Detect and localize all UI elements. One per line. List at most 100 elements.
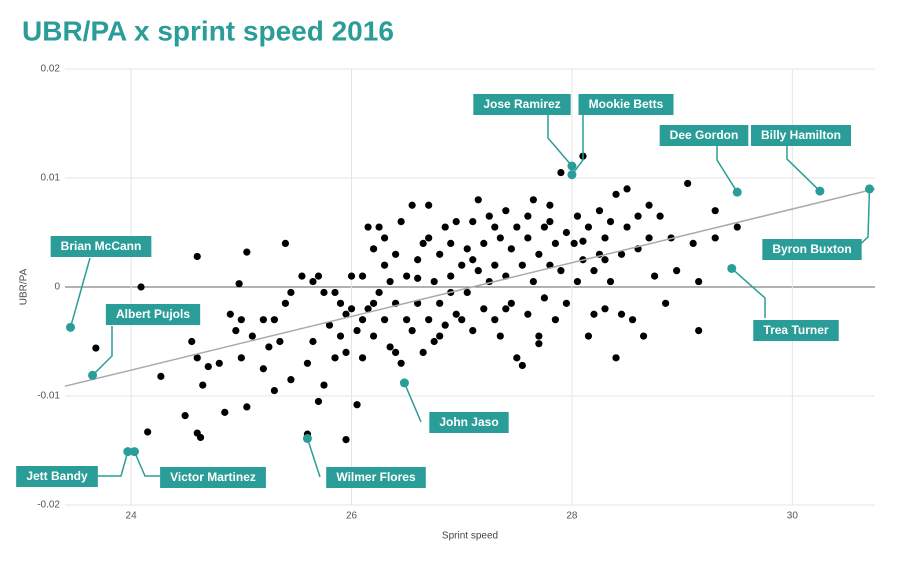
point — [320, 381, 328, 389]
point — [358, 316, 367, 324]
point — [235, 280, 243, 288]
point — [380, 316, 389, 324]
point — [199, 381, 207, 389]
annotation: Dee Gordon — [659, 125, 749, 146]
point — [584, 332, 593, 340]
point — [375, 223, 383, 231]
annotation-label: Jett Bandy — [26, 469, 88, 483]
annotation: Mookie Betts — [578, 94, 674, 115]
point — [331, 288, 339, 297]
point — [157, 372, 165, 380]
point — [469, 256, 477, 264]
point — [584, 223, 593, 231]
point — [137, 283, 145, 291]
point — [287, 376, 295, 384]
point — [430, 337, 438, 346]
point — [243, 403, 251, 411]
annotation-label: Dee Gordon — [670, 128, 739, 142]
point — [551, 316, 560, 324]
point — [441, 321, 449, 329]
point — [403, 272, 411, 280]
annotation: Billy Hamilton — [750, 125, 852, 146]
point — [232, 327, 240, 335]
leader-line — [786, 146, 821, 192]
leader-line — [69, 257, 91, 328]
point — [513, 223, 521, 231]
point — [458, 316, 466, 324]
point — [237, 354, 245, 362]
point — [590, 310, 598, 318]
point — [502, 207, 510, 215]
point — [358, 272, 367, 280]
point — [617, 250, 626, 258]
point — [650, 272, 659, 280]
point — [392, 348, 400, 356]
point — [507, 299, 515, 307]
point — [336, 332, 345, 340]
point — [458, 261, 466, 269]
point — [380, 261, 389, 269]
point — [386, 343, 394, 351]
point — [695, 277, 703, 286]
point — [331, 354, 339, 362]
x-axis-label: Sprint speed — [442, 531, 498, 542]
point — [711, 234, 719, 242]
point — [529, 277, 537, 286]
point — [425, 234, 433, 242]
point — [364, 305, 372, 313]
point — [733, 223, 741, 231]
point — [259, 316, 267, 324]
point — [369, 245, 378, 253]
point — [623, 185, 631, 193]
point — [181, 412, 189, 420]
annotation: Byron Buxton — [762, 239, 862, 260]
point — [281, 299, 290, 307]
point — [601, 305, 609, 313]
annotation: Jose Ramirez — [473, 94, 571, 115]
point — [248, 332, 256, 340]
point — [436, 250, 444, 258]
point — [265, 343, 273, 351]
x-tick-label: 30 — [787, 511, 799, 522]
trend-line — [64, 188, 876, 387]
point — [392, 250, 400, 258]
point — [535, 250, 543, 258]
annotation-box — [659, 125, 749, 146]
point — [237, 316, 245, 324]
annotation-label: Jose Ramirez — [483, 97, 560, 111]
annotation-box — [105, 304, 201, 325]
point — [281, 239, 290, 247]
annotation-label: John Jaso — [439, 415, 498, 429]
leader-line — [92, 326, 113, 376]
point — [320, 288, 328, 297]
point — [463, 288, 471, 297]
point — [369, 332, 378, 340]
annotation: Wilmer Flores — [326, 467, 426, 488]
leader-line — [571, 114, 584, 176]
point — [546, 218, 554, 226]
point — [463, 245, 471, 253]
highlight-point — [66, 322, 76, 332]
point — [502, 305, 510, 313]
point — [397, 359, 405, 367]
point — [436, 299, 444, 307]
annotation: Trea Turner — [753, 320, 839, 341]
point — [662, 299, 670, 307]
x-tick-label: 28 — [566, 511, 578, 522]
point — [551, 239, 560, 247]
point — [524, 212, 532, 220]
point — [144, 428, 152, 436]
point — [270, 386, 278, 395]
y-tick-label: 0 — [54, 282, 60, 293]
highlight-point — [864, 184, 874, 194]
annotation-box — [473, 94, 571, 115]
point — [353, 327, 361, 335]
point — [540, 294, 548, 302]
point — [579, 237, 587, 245]
point — [425, 201, 433, 209]
point — [491, 223, 499, 231]
point — [695, 327, 703, 335]
annotation-label: Trea Turner — [763, 323, 828, 337]
y-tick-label: 0.02 — [41, 64, 61, 75]
